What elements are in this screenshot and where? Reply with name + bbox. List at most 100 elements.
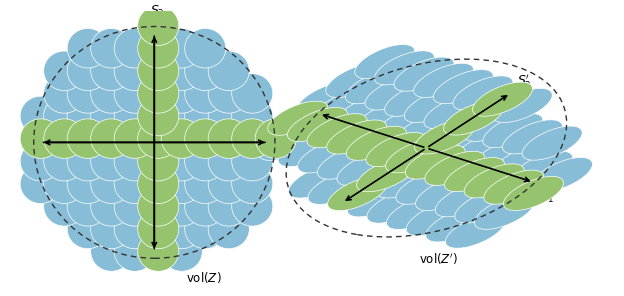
Ellipse shape [396, 170, 456, 204]
Ellipse shape [44, 164, 85, 204]
Ellipse shape [20, 119, 61, 158]
Ellipse shape [327, 120, 387, 154]
Ellipse shape [394, 57, 454, 91]
Ellipse shape [513, 151, 573, 185]
Ellipse shape [67, 51, 109, 91]
Ellipse shape [67, 186, 109, 226]
Ellipse shape [425, 151, 485, 185]
Ellipse shape [161, 141, 202, 181]
Ellipse shape [44, 51, 85, 91]
Ellipse shape [185, 119, 226, 158]
Ellipse shape [453, 76, 513, 110]
Ellipse shape [208, 96, 250, 136]
Ellipse shape [185, 28, 226, 68]
Text: vol$(Z')$: vol$(Z')$ [419, 251, 459, 267]
Ellipse shape [67, 74, 109, 113]
Ellipse shape [20, 96, 61, 136]
Ellipse shape [433, 70, 494, 104]
Ellipse shape [472, 82, 533, 116]
Ellipse shape [493, 145, 553, 179]
Ellipse shape [138, 74, 179, 113]
Ellipse shape [90, 186, 132, 226]
Ellipse shape [318, 145, 378, 179]
Ellipse shape [67, 209, 109, 249]
Ellipse shape [138, 51, 179, 91]
Ellipse shape [185, 141, 226, 181]
Ellipse shape [67, 28, 109, 68]
Ellipse shape [278, 133, 338, 167]
Ellipse shape [406, 202, 466, 236]
Ellipse shape [114, 28, 155, 68]
Ellipse shape [336, 95, 396, 129]
Ellipse shape [138, 232, 179, 271]
Ellipse shape [90, 141, 132, 181]
Ellipse shape [288, 107, 348, 141]
Ellipse shape [348, 183, 407, 217]
Ellipse shape [208, 186, 250, 226]
Ellipse shape [114, 74, 155, 113]
Ellipse shape [138, 96, 179, 136]
Ellipse shape [463, 107, 524, 141]
Ellipse shape [232, 96, 273, 136]
Ellipse shape [258, 126, 318, 160]
Ellipse shape [185, 96, 226, 136]
Ellipse shape [444, 101, 504, 135]
Ellipse shape [208, 164, 250, 204]
Ellipse shape [161, 28, 202, 68]
Ellipse shape [90, 96, 132, 136]
Ellipse shape [444, 157, 505, 192]
Ellipse shape [208, 74, 250, 113]
Ellipse shape [454, 132, 514, 167]
Text: $S_1'$: $S_1'$ [540, 186, 555, 205]
Ellipse shape [67, 141, 109, 181]
Ellipse shape [67, 119, 109, 158]
Ellipse shape [185, 164, 226, 204]
Ellipse shape [185, 186, 226, 226]
Ellipse shape [232, 119, 273, 158]
Ellipse shape [114, 96, 155, 136]
Ellipse shape [114, 119, 155, 158]
Ellipse shape [346, 126, 406, 160]
Ellipse shape [405, 145, 466, 179]
Ellipse shape [185, 51, 226, 91]
Ellipse shape [90, 74, 132, 113]
Ellipse shape [114, 209, 155, 249]
Ellipse shape [232, 141, 273, 181]
Ellipse shape [435, 183, 495, 217]
Ellipse shape [114, 141, 155, 181]
Ellipse shape [532, 157, 592, 192]
Ellipse shape [414, 63, 474, 97]
Ellipse shape [386, 195, 447, 229]
Ellipse shape [138, 6, 179, 45]
Ellipse shape [426, 208, 486, 242]
Ellipse shape [67, 164, 109, 204]
Ellipse shape [208, 119, 250, 158]
Ellipse shape [316, 89, 376, 123]
Ellipse shape [522, 126, 582, 160]
Ellipse shape [474, 139, 534, 173]
Ellipse shape [161, 96, 202, 136]
Ellipse shape [307, 114, 367, 148]
Ellipse shape [395, 114, 455, 148]
Ellipse shape [374, 51, 434, 85]
Ellipse shape [434, 126, 494, 160]
Ellipse shape [185, 74, 226, 113]
Ellipse shape [366, 133, 426, 167]
Ellipse shape [208, 51, 250, 91]
Ellipse shape [288, 164, 348, 198]
Ellipse shape [376, 164, 436, 198]
Ellipse shape [114, 51, 155, 91]
Ellipse shape [138, 28, 179, 68]
Ellipse shape [502, 120, 563, 154]
Ellipse shape [161, 119, 202, 158]
Ellipse shape [44, 74, 85, 113]
Ellipse shape [44, 96, 85, 136]
Ellipse shape [114, 232, 155, 271]
Ellipse shape [268, 101, 328, 135]
Ellipse shape [416, 176, 475, 210]
Ellipse shape [44, 119, 85, 158]
Ellipse shape [414, 120, 475, 154]
Ellipse shape [114, 164, 155, 204]
Ellipse shape [357, 158, 417, 192]
Ellipse shape [492, 89, 552, 123]
